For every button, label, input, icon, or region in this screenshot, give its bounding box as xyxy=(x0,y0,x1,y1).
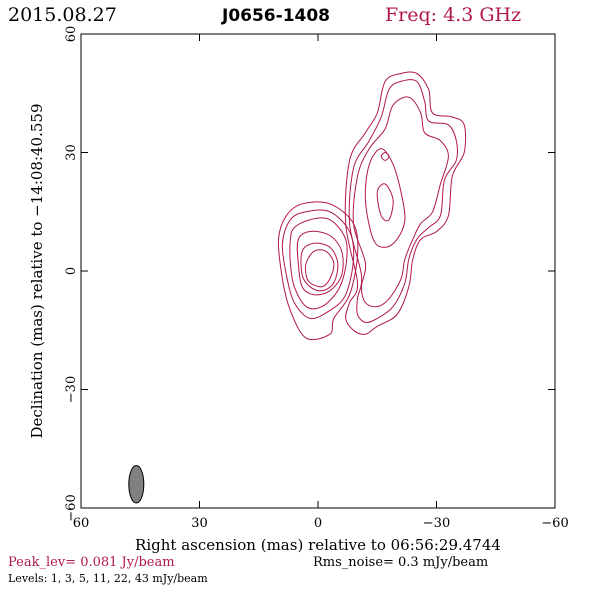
rms-noise: Rms_noise= 0.3 mJy/beam xyxy=(313,555,488,570)
x-tick-label: −60 xyxy=(541,516,568,531)
x-tick-label: 60 xyxy=(73,516,90,531)
y-tick-label: −60 xyxy=(64,494,79,521)
contour-core-level-1 xyxy=(277,201,359,341)
x-axis-label: Right ascension (mas) relative to 06:56:… xyxy=(135,536,501,554)
y-axis-label: Declination (mas) relative to −14:08:40.… xyxy=(28,103,46,438)
contour-jet-level-11 xyxy=(364,148,406,248)
contour-jet-level-5 xyxy=(352,96,449,308)
axis-ticks xyxy=(80,33,556,509)
contour-jet-level-22 xyxy=(376,183,394,222)
peak-level: Peak_lev= 0.081 Jy/beam xyxy=(8,555,175,570)
contour-core-level-43 xyxy=(304,249,335,288)
source-name: J0656-1408 xyxy=(221,6,330,26)
y-tick-label: 0 xyxy=(64,267,79,275)
frequency-label: Freq: 4.3 GHz xyxy=(385,4,521,26)
contour-core-level-5 xyxy=(289,217,348,310)
y-tick-label: −30 xyxy=(64,376,79,403)
x-tick-label: −30 xyxy=(423,516,450,531)
contour-jet-level-43 xyxy=(380,151,390,161)
contour-core-level-22 xyxy=(300,242,339,292)
contour-jet-level-1 xyxy=(344,71,467,335)
plot-frame xyxy=(80,33,556,509)
y-tick-label: 30 xyxy=(64,144,79,161)
contour-core-level-11 xyxy=(296,230,344,296)
x-tick-label: 30 xyxy=(191,516,208,531)
x-tick-label: 0 xyxy=(314,516,322,531)
beam-ellipse-layer xyxy=(128,465,145,504)
beam-ellipse xyxy=(128,465,145,504)
axis-tick-labels: 60 30 0 −30 −60 −60 −30 0 30 60 xyxy=(64,26,569,531)
contour-jet-level-3 xyxy=(348,79,458,324)
contour-layer xyxy=(277,71,467,341)
observation-date: 2015.08.27 xyxy=(8,4,117,26)
contour-levels: Levels: 1, 3, 5, 11, 22, 43 mJy/beam xyxy=(8,572,208,585)
contour-core-level-3 xyxy=(281,209,355,320)
y-tick-label: 60 xyxy=(64,26,79,43)
